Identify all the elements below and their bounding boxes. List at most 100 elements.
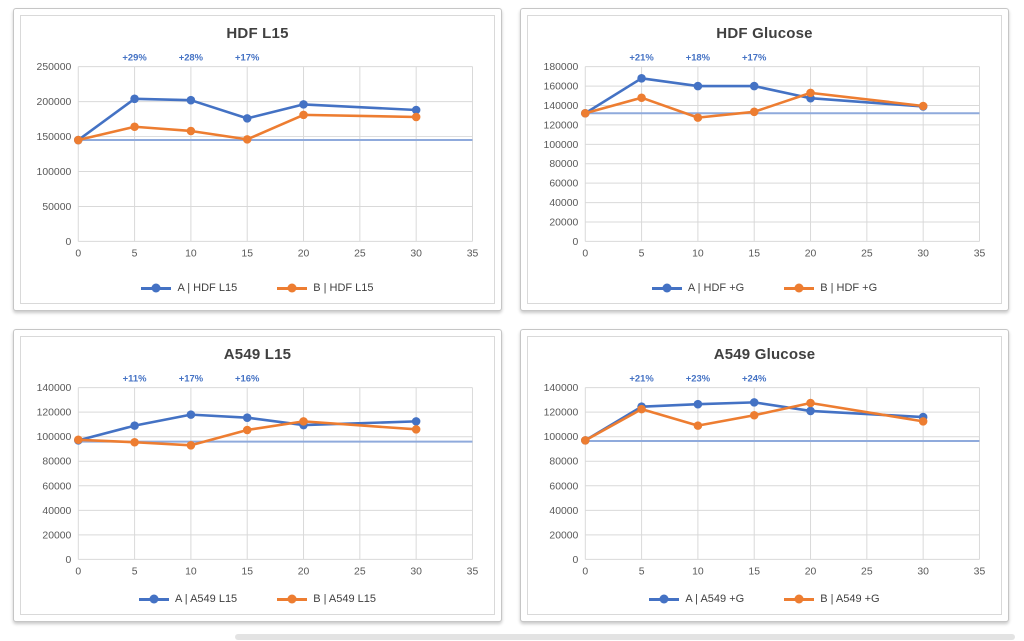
chart-panel-a549-l15[interactable]: A549 L15 0 20000 40000 60000 80000 100000 1200… xyxy=(13,329,502,622)
y-tick-label: 140000 xyxy=(544,101,579,112)
x-tick-label: 20 xyxy=(805,248,817,259)
series-a-point xyxy=(130,421,139,430)
y-tick-label: 0 xyxy=(66,237,72,248)
series-a-point xyxy=(411,417,421,426)
chart-legend: A | A549 L15 B | A549 L15 xyxy=(21,593,494,605)
series-a-point xyxy=(299,100,308,109)
x-tick-label: 0 xyxy=(582,248,588,259)
annotation-label: +17% xyxy=(742,52,767,63)
y-tick-label: 120000 xyxy=(544,120,579,131)
series-b-marker-icon xyxy=(784,283,815,293)
y-tick-label: 250000 xyxy=(37,62,72,73)
annotation-label: +17% xyxy=(179,373,204,384)
legend-item-series-b: B | HDF L15 xyxy=(277,282,374,294)
chart-frame: A549 Glucose 0 20000 40000 60000 80000 100000… xyxy=(527,336,1002,615)
series-b-point xyxy=(299,417,308,426)
chart-panel-hdf-glucose[interactable]: HDF Glucose 0 20000 40000 60000 80000 100000 1… xyxy=(520,8,1009,311)
x-tick-label: 35 xyxy=(467,248,479,259)
y-tick-label: 20000 xyxy=(549,530,578,541)
x-tick-label: 35 xyxy=(467,566,479,577)
series-b-point xyxy=(186,126,196,136)
y-tick-label: 40000 xyxy=(42,506,71,517)
annotation-label: +24% xyxy=(742,373,767,384)
y-tick-label: 140000 xyxy=(544,383,579,394)
series-b-point xyxy=(637,93,646,102)
legend-label: B | A549 L15 xyxy=(313,593,376,605)
y-tick-label: 40000 xyxy=(549,198,578,209)
y-tick-label: 20000 xyxy=(42,530,71,541)
legend-label: A | HDF +G xyxy=(687,282,745,294)
series-b-point xyxy=(411,425,421,434)
x-tick-label: 10 xyxy=(692,248,704,259)
y-tick-label: 80000 xyxy=(549,457,578,468)
legend-item-series-b: B | HDF +G xyxy=(784,282,877,294)
series-b-line xyxy=(76,113,418,142)
x-tick-label: 25 xyxy=(354,248,366,259)
series-a-line xyxy=(583,77,925,115)
chart-legend: A | HDF L15 B | HDF L15 xyxy=(21,282,494,294)
chart-frame: HDF Glucose 0 20000 40000 60000 80000 100000 1… xyxy=(527,15,1002,304)
page-shadow-artifact xyxy=(235,634,1015,640)
y-tick-label: 60000 xyxy=(549,481,578,492)
x-tick-label: 30 xyxy=(410,566,422,577)
legend-label: B | HDF +G xyxy=(820,282,878,294)
series-b-point xyxy=(299,110,308,120)
y-tick-label: 120000 xyxy=(37,408,72,419)
series-a-point xyxy=(242,114,252,123)
annotation-label: +21% xyxy=(629,373,654,384)
line-chart: 0 50000 100000 150000 200000 250000 0 5 10 15 20 25… xyxy=(37,52,479,260)
series-b-point xyxy=(186,441,196,450)
annotation-label: +16% xyxy=(235,373,260,384)
series-a-marker-icon xyxy=(649,594,680,604)
legend-label: B | HDF L15 xyxy=(313,282,374,294)
annotation-label: +23% xyxy=(686,373,711,384)
series-b-line xyxy=(583,91,925,119)
series-a-point xyxy=(749,398,759,407)
y-tick-label: 80000 xyxy=(549,159,578,170)
x-tick-label: 30 xyxy=(917,566,929,577)
series-b-point xyxy=(411,112,421,122)
x-tick-label: 0 xyxy=(582,566,588,577)
annotation-label: +28% xyxy=(179,52,204,63)
series-a-point xyxy=(637,74,646,83)
x-tick-label: 35 xyxy=(974,566,986,577)
series-b-point xyxy=(130,122,139,132)
y-tick-label: 180000 xyxy=(544,62,579,73)
legend-label: A | HDF L15 xyxy=(177,282,238,294)
x-tick-label: 20 xyxy=(805,566,817,577)
chart-title: HDF L15 xyxy=(226,25,289,42)
x-tick-label: 35 xyxy=(974,248,986,259)
legend-item-series-b: B | A549 +G xyxy=(784,593,880,605)
y-tick-label: 100000 xyxy=(37,432,72,443)
legend-item-series-a: A | HDF +G xyxy=(651,282,745,294)
series-a-line xyxy=(76,97,418,142)
annotation-label: +17% xyxy=(235,52,260,63)
legend-item-series-a: A | HDF L15 xyxy=(141,282,237,294)
y-tick-label: 60000 xyxy=(42,481,71,492)
x-tick-label: 10 xyxy=(692,566,704,577)
series-b-point xyxy=(73,135,83,145)
y-tick-label: 0 xyxy=(573,555,579,566)
chart-frame: HDF L15 0 50000 100000 150000 200000 250000 0 5… xyxy=(20,15,495,304)
series-b-point xyxy=(806,88,815,98)
x-tick-label: 15 xyxy=(241,566,253,577)
series-b-marker-icon xyxy=(277,594,308,604)
chart-legend: A | HDF +G B | HDF +G xyxy=(528,282,1001,294)
legend-item-series-a: A | A549 L15 xyxy=(138,593,237,605)
y-tick-label: 80000 xyxy=(42,457,71,468)
x-tick-label: 30 xyxy=(410,248,422,259)
series-b-point xyxy=(749,410,759,420)
series-a-point xyxy=(749,81,759,91)
chart-panel-hdf-l15[interactable]: HDF L15 0 50000 100000 150000 200000 250000 0 5… xyxy=(13,8,502,311)
annotation-label: +11% xyxy=(123,373,147,384)
series-a-point xyxy=(242,413,252,422)
series-a-point xyxy=(186,410,196,419)
series-b-marker-icon xyxy=(277,283,308,293)
series-a-point xyxy=(130,94,139,104)
gridlines xyxy=(77,66,473,242)
chart-panel-a549-glucose[interactable]: A549 Glucose 0 20000 40000 60000 80000 100000… xyxy=(520,329,1009,622)
y-tick-label: 0 xyxy=(66,555,72,566)
y-tick-label: 0 xyxy=(573,237,579,248)
series-a-point xyxy=(693,81,703,91)
series-b-point xyxy=(806,398,815,408)
